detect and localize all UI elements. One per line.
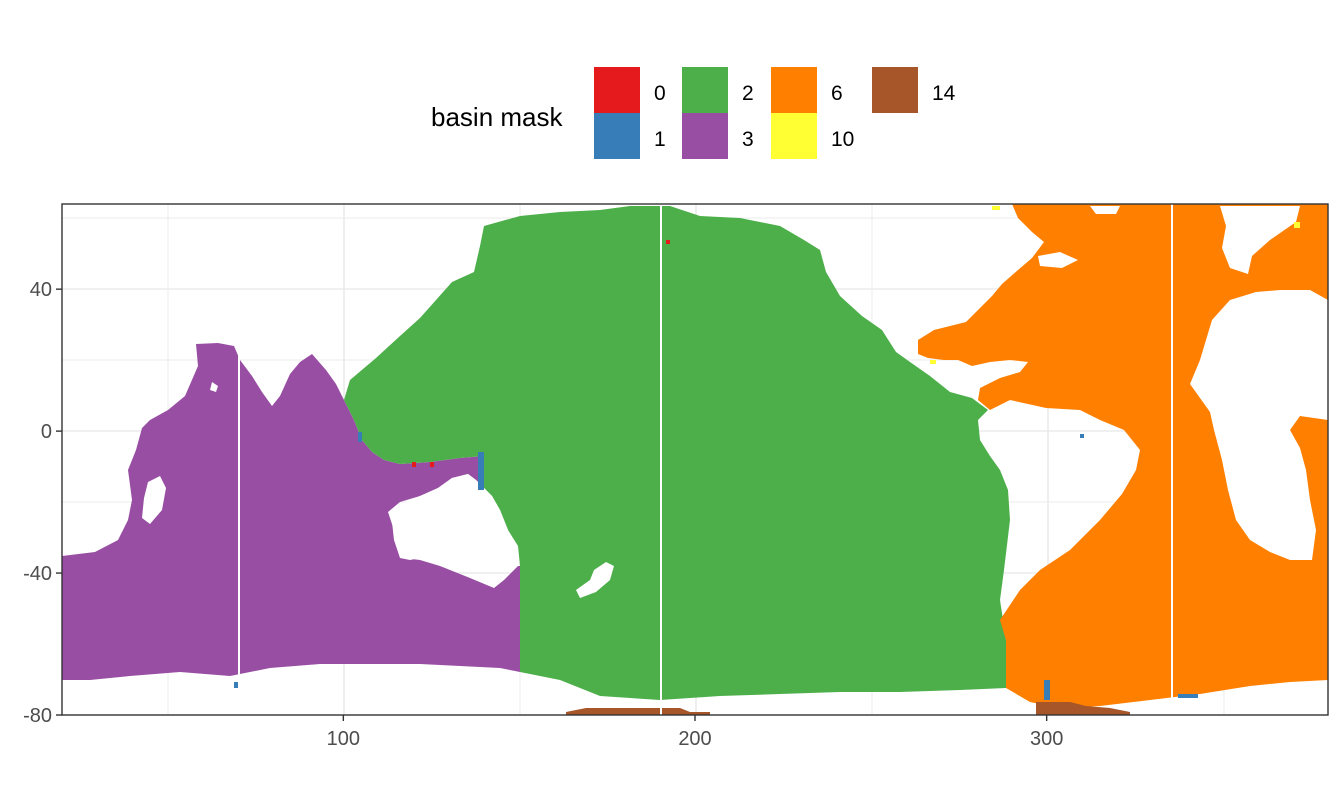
legend-label-1: 1	[654, 128, 666, 151]
y-tick-label: -40	[23, 563, 52, 585]
mask-10-cell	[930, 360, 936, 364]
x-tick-label: 100	[327, 728, 360, 750]
mask-1-cell	[358, 432, 362, 442]
legend-label-3: 3	[742, 128, 754, 151]
y-tick-label: 0	[41, 421, 52, 443]
legend-key-10	[771, 113, 817, 159]
region-pacific-ocean	[344, 206, 1010, 700]
legend-label-14: 14	[932, 82, 956, 105]
legend-key-14	[872, 67, 918, 113]
legend-label-0: 0	[654, 82, 666, 105]
mask-1-cell	[478, 452, 484, 490]
legend-title: basin mask	[431, 102, 563, 132]
y-tick-label: -80	[23, 705, 52, 727]
legend-key-1	[594, 113, 640, 159]
legend-key-3	[682, 113, 728, 159]
mask-0-cell	[430, 462, 434, 467]
mask-10-cell	[1294, 222, 1300, 228]
legend-key-2	[682, 67, 728, 113]
x-tick-label: 200	[678, 728, 711, 750]
mask-1-cell	[1080, 434, 1084, 438]
mask-1-cell	[1178, 694, 1198, 698]
region-indian-ocean	[62, 343, 520, 680]
legend-label-6: 6	[831, 82, 843, 105]
legend: basin mask 0 1 2 3 6 10 14	[0, 0, 1344, 180]
mask-10-cell	[992, 206, 1000, 210]
region-antarctic-shelf	[566, 708, 710, 715]
mask-0-cell	[666, 240, 670, 244]
mask-1-cell	[1044, 680, 1050, 700]
basin-regions	[62, 204, 1328, 715]
mask-1-cell	[234, 682, 238, 688]
legend-key-0	[594, 67, 640, 113]
y-tick-label: 40	[30, 279, 52, 301]
legend-label-10: 10	[831, 128, 855, 151]
mask-0-cell	[412, 462, 416, 467]
x-tick-label: 300	[1030, 728, 1063, 750]
legend-key-6	[771, 67, 817, 113]
legend-label-2: 2	[742, 82, 754, 105]
